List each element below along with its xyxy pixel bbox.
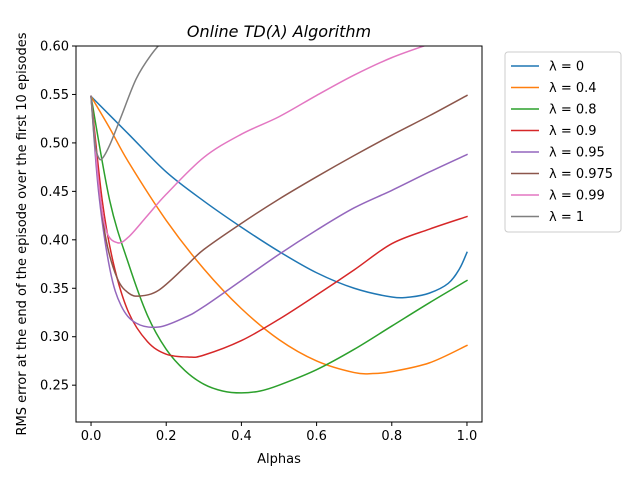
x-tick-label: 1.0: [457, 429, 478, 444]
y-tick-label: 0.55: [40, 88, 69, 103]
y-axis: 0.25 0.30 0.35 0.40 0.45 0.50 0.55 0.60: [40, 40, 76, 394]
legend-label-0: λ = 0: [549, 60, 584, 75]
x-tick-label: 0.4: [231, 429, 252, 444]
series-line-5: [90, 94, 468, 297]
x-axis-label: Alphas: [257, 452, 301, 467]
legend-label-5: λ = 0.975: [549, 167, 613, 182]
legend-label-2: λ = 0.8: [549, 103, 597, 118]
y-tick-label: 0.40: [40, 233, 69, 248]
plot-frame: [75, 45, 483, 423]
series-line-0: [89, 95, 468, 299]
legend-label-7: λ = 1: [549, 210, 584, 225]
series-line-1: [90, 95, 468, 375]
series-line-7: [90, 46, 160, 161]
y-tick-label: 0.50: [40, 136, 69, 151]
y-tick-label: 0.60: [40, 40, 69, 55]
series-line-2: [90, 95, 468, 394]
series-line-3: [90, 95, 468, 359]
x-tick-label: 0.0: [81, 429, 102, 444]
y-tick-label: 0.35: [40, 282, 69, 297]
x-axis: 0.0 0.2 0.4 0.6 0.8 1.0: [81, 422, 478, 444]
y-tick-label: 0.45: [40, 185, 69, 200]
x-tick-label: 0.2: [156, 429, 177, 444]
y-tick-label: 0.30: [40, 330, 69, 345]
legend-label-1: λ = 0.4: [549, 81, 597, 96]
series-layer: [89, 46, 468, 394]
legend-frame: [504, 51, 622, 233]
legend-label-3: λ = 0.9: [549, 124, 597, 139]
x-tick-label: 0.8: [381, 429, 402, 444]
series-line-6: [90, 46, 427, 244]
legend-label-6: λ = 0.99: [549, 189, 605, 204]
legend-label-4: λ = 0.95: [549, 146, 605, 161]
y-axis-label: RMS error at the end of the episode over…: [15, 32, 30, 435]
y-tick-label: 0.25: [40, 379, 69, 394]
chart-title: Online TD(λ) Algorithm: [187, 22, 371, 41]
series-line-4: [90, 95, 468, 329]
x-tick-label: 0.6: [306, 429, 327, 444]
legend: λ = 0 λ = 0.4 λ = 0.8 λ = 0.9 λ = 0.95 λ = 0.…: [504, 51, 622, 233]
